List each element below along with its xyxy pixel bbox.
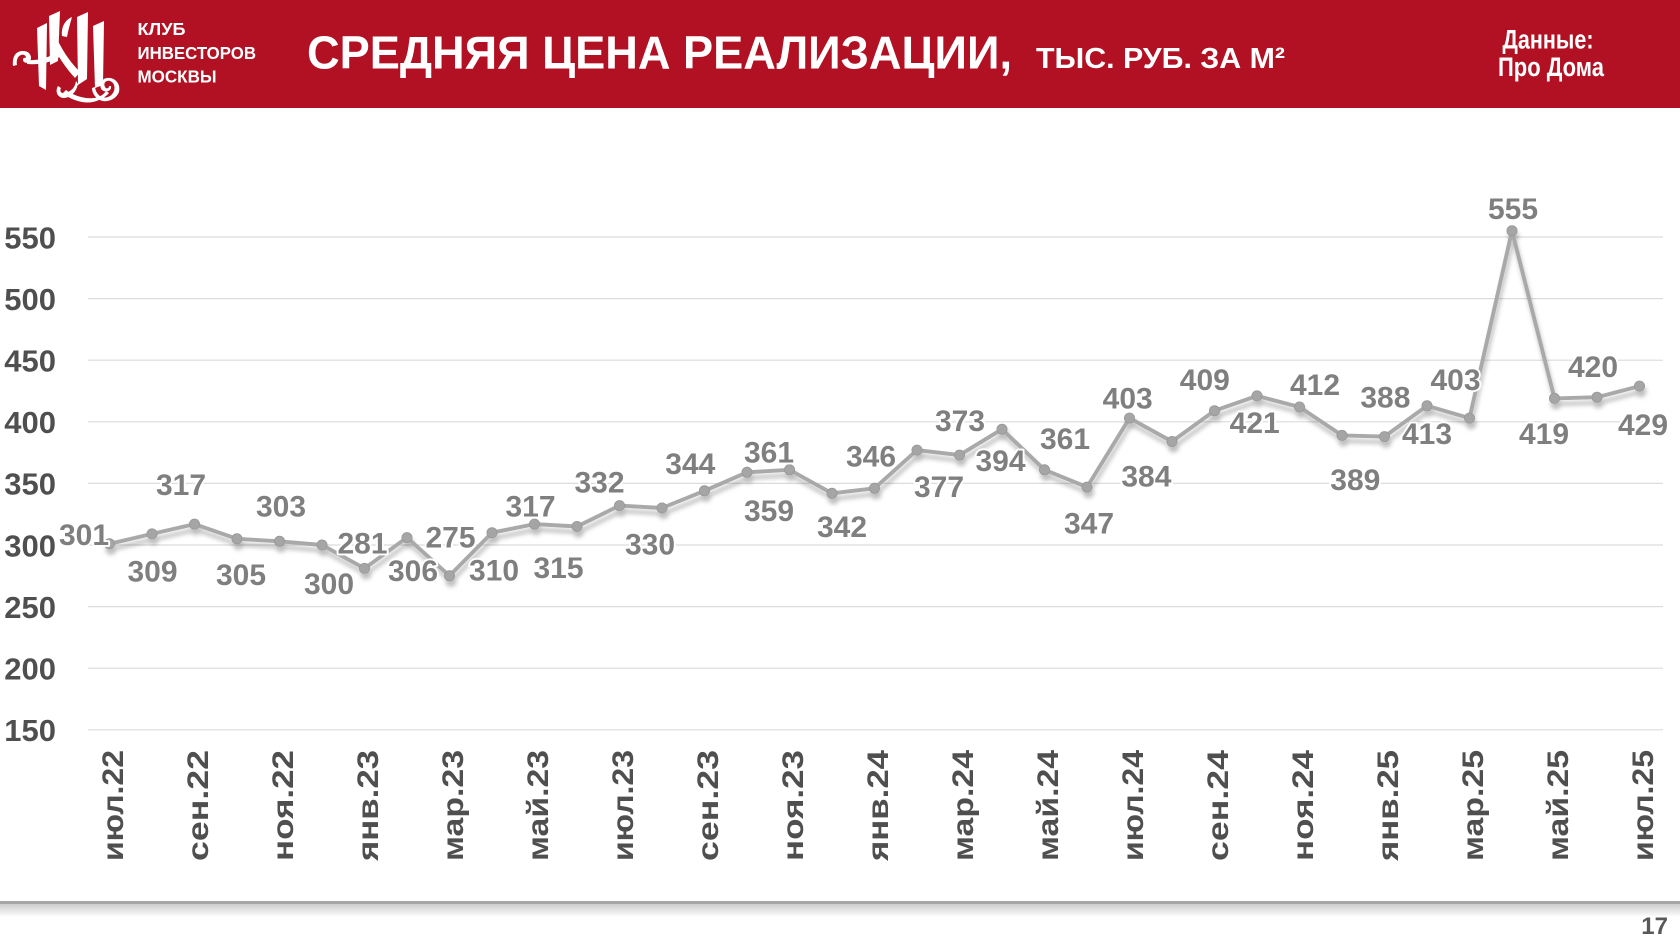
svg-text:409: 409 [1180, 364, 1230, 397]
svg-text:332: 332 [574, 467, 624, 500]
svg-text:ИНВЕСТОРОВ: ИНВЕСТОРОВ [138, 43, 257, 63]
svg-text:359: 359 [744, 495, 794, 528]
svg-text:янв.23: янв.23 [352, 750, 385, 862]
svg-text:ТЫС. РУБ. ЗА М²: ТЫС. РУБ. ЗА М² [1036, 43, 1285, 75]
svg-text:347: 347 [1064, 507, 1114, 540]
svg-text:346: 346 [846, 441, 896, 474]
svg-text:200: 200 [4, 652, 56, 687]
svg-text:429: 429 [1618, 409, 1668, 442]
svg-text:412: 412 [1290, 369, 1340, 402]
svg-text:сен.22: сен.22 [182, 750, 215, 861]
svg-text:400: 400 [4, 405, 56, 440]
svg-text:июл.23: июл.23 [607, 750, 640, 861]
svg-text:май.23: май.23 [522, 750, 555, 861]
svg-text:303: 303 [256, 491, 306, 524]
svg-text:ноя.23: ноя.23 [777, 750, 810, 861]
svg-text:янв.24: янв.24 [862, 750, 895, 863]
svg-text:413: 413 [1402, 418, 1452, 451]
svg-text:555: 555 [1488, 193, 1538, 226]
svg-text:384: 384 [1121, 461, 1171, 494]
svg-text:361: 361 [744, 436, 794, 469]
svg-text:450: 450 [4, 344, 56, 379]
svg-text:361: 361 [1040, 423, 1090, 456]
svg-text:317: 317 [505, 491, 555, 524]
svg-text:Про Дома: Про Дома [1498, 52, 1605, 82]
svg-text:350: 350 [4, 467, 56, 502]
svg-text:301: 301 [59, 519, 109, 552]
svg-text:300: 300 [304, 568, 354, 601]
svg-text:377: 377 [914, 471, 964, 504]
svg-text:394: 394 [975, 445, 1025, 478]
svg-text:мар.24: мар.24 [947, 750, 980, 861]
svg-text:388: 388 [1360, 381, 1410, 414]
svg-text:июл.25: июл.25 [1627, 750, 1660, 861]
svg-text:300: 300 [4, 528, 56, 563]
svg-text:ноя.22: ноя.22 [267, 750, 300, 861]
svg-text:281: 281 [337, 528, 387, 561]
svg-text:КЛУБ: КЛУБ [138, 19, 186, 39]
svg-text:373: 373 [935, 405, 985, 438]
svg-text:310: 310 [469, 555, 519, 588]
svg-text:419: 419 [1519, 418, 1569, 451]
svg-text:сен.24: сен.24 [1202, 750, 1235, 861]
svg-text:550: 550 [4, 220, 56, 255]
svg-text:403: 403 [1103, 383, 1153, 416]
svg-text:317: 317 [156, 469, 206, 502]
svg-text:421: 421 [1230, 407, 1280, 440]
svg-text:275: 275 [425, 521, 475, 554]
svg-text:ноя.24: ноя.24 [1287, 750, 1320, 861]
svg-text:389: 389 [1330, 464, 1380, 497]
svg-text:305: 305 [216, 559, 266, 592]
svg-text:306: 306 [388, 555, 438, 588]
svg-text:СРЕДНЯЯ ЦЕНА РЕАЛИЗАЦИИ,: СРЕДНЯЯ ЦЕНА РЕАЛИЗАЦИИ, [307, 26, 1012, 78]
svg-text:Данные:: Данные: [1503, 25, 1594, 55]
svg-text:янв.25: янв.25 [1372, 750, 1405, 862]
svg-text:150: 150 [4, 713, 56, 748]
svg-text:344: 344 [665, 448, 715, 481]
svg-text:420: 420 [1568, 351, 1618, 384]
svg-text:май.25: май.25 [1542, 750, 1575, 861]
svg-text:июл.24: июл.24 [1117, 750, 1150, 861]
svg-text:мар.25: мар.25 [1457, 750, 1490, 861]
svg-text:342: 342 [817, 511, 867, 544]
svg-text:250: 250 [4, 590, 56, 625]
svg-text:403: 403 [1430, 364, 1480, 397]
svg-text:МОСКВЫ: МОСКВЫ [138, 67, 217, 87]
svg-text:500: 500 [4, 282, 56, 317]
svg-text:мар.23: мар.23 [437, 750, 470, 861]
svg-text:330: 330 [625, 529, 675, 562]
svg-text:309: 309 [127, 556, 177, 589]
svg-text:сен.23: сен.23 [692, 750, 725, 861]
svg-text:315: 315 [533, 552, 583, 585]
svg-text:май.24: май.24 [1032, 750, 1065, 861]
svg-text:июл.22: июл.22 [97, 750, 130, 861]
